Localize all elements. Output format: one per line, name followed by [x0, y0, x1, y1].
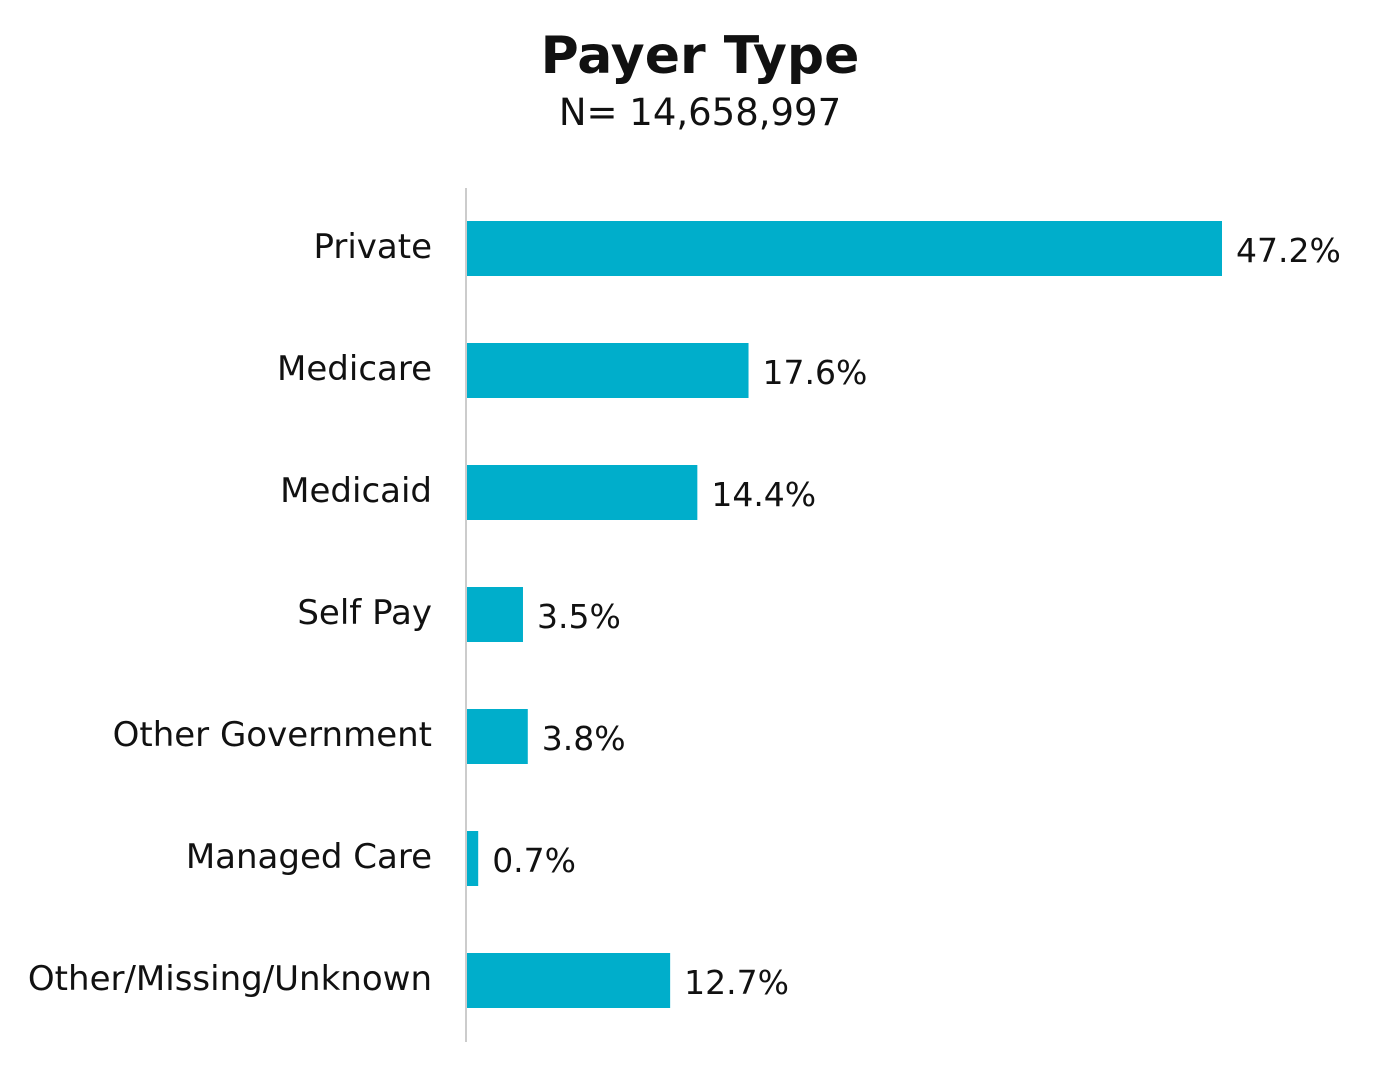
category-label: Private [313, 227, 432, 267]
value-label: 3.8% [542, 719, 626, 758]
chart-subtitle: N= 14,658,997 [558, 91, 842, 134]
bar-medicaid [467, 465, 698, 520]
bar-managed-care [467, 831, 479, 886]
value-label: 14.4% [711, 475, 816, 514]
category-label: Other Government [113, 715, 432, 755]
category-label: Medicare [277, 349, 432, 389]
value-label: 47.2% [1236, 231, 1341, 270]
category-label: Medicaid [280, 471, 432, 511]
value-label: 0.7% [492, 841, 576, 880]
bar-private [467, 221, 1222, 276]
bar-medicare [467, 343, 749, 398]
bar-other-missing-unknown [467, 953, 671, 1008]
category-label: Self Pay [297, 593, 432, 633]
bar-self-pay [467, 587, 523, 642]
value-label: 12.7% [684, 963, 789, 1002]
bar-other-government [467, 709, 528, 764]
category-label: Managed Care [186, 837, 432, 877]
value-label: 17.6% [763, 353, 868, 392]
chart-title: Payer Type [540, 26, 860, 86]
category-label: Other/Missing/Unknown [28, 959, 432, 999]
value-label: 3.5% [537, 597, 621, 636]
